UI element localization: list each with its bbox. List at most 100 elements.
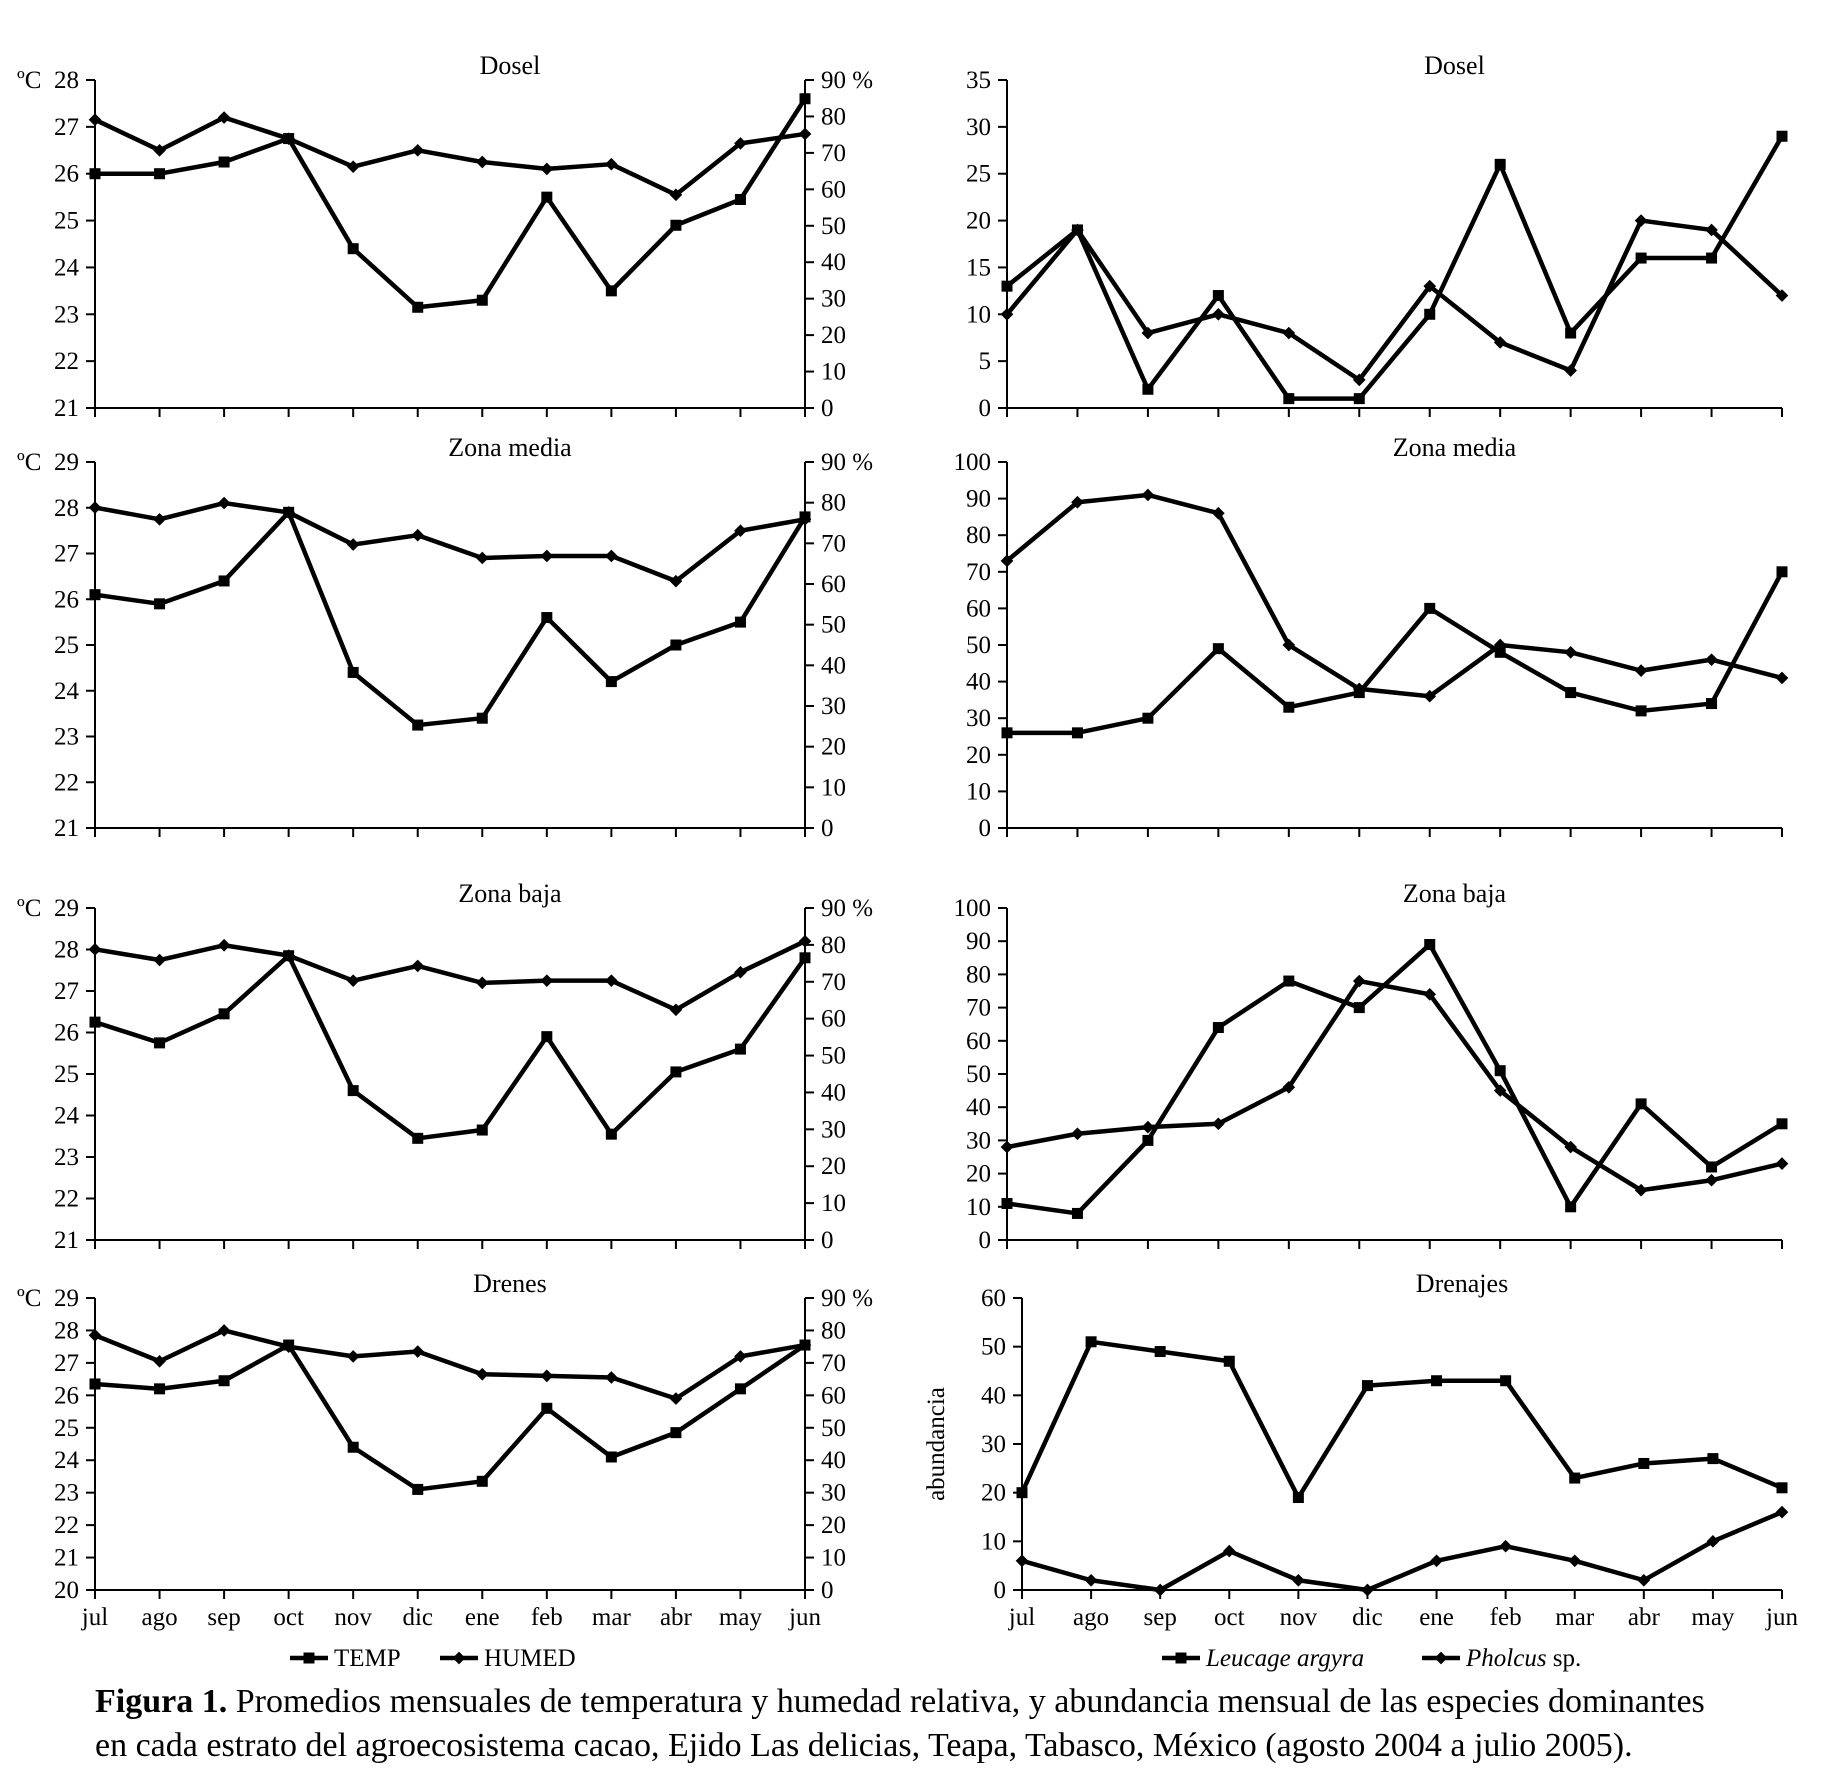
svg-text:Zona baja: Zona baja (458, 879, 562, 908)
svg-text:22: 22 (54, 1186, 79, 1213)
svg-text:0: 0 (994, 1577, 1007, 1604)
svg-text:80: 80 (966, 961, 991, 988)
svg-text:20: 20 (821, 734, 846, 761)
svg-text:10: 10 (981, 1528, 1006, 1555)
svg-text:may: may (1691, 1604, 1735, 1631)
svg-text:feb: feb (1490, 1604, 1522, 1631)
svg-text:80: 80 (821, 1317, 846, 1344)
svg-text:90 %: 90 % (821, 895, 873, 922)
svg-text:30: 30 (966, 114, 991, 141)
svg-text:60: 60 (981, 1285, 1006, 1312)
svg-text:24: 24 (54, 1103, 80, 1130)
svg-text:50: 50 (966, 1061, 991, 1088)
svg-text:dic: dic (402, 1604, 433, 1631)
svg-text:21: 21 (54, 1545, 79, 1572)
svg-text:22: 22 (54, 348, 79, 375)
svg-text:40: 40 (821, 1079, 846, 1106)
svg-text:jun: jun (788, 1604, 821, 1631)
svg-text:70: 70 (821, 530, 846, 557)
svg-text:Pholcus sp.: Pholcus sp. (1465, 1645, 1581, 1672)
svg-text:Drenajes: Drenajes (1416, 1269, 1508, 1298)
svg-text:60: 60 (966, 1028, 991, 1055)
svg-text:jul: jul (81, 1604, 108, 1631)
svg-text:28: 28 (54, 67, 79, 94)
svg-text:90: 90 (966, 486, 991, 513)
svg-text:oct: oct (273, 1604, 304, 1631)
svg-text:10: 10 (966, 778, 991, 805)
svg-text:30: 30 (981, 1431, 1006, 1458)
svg-text:22: 22 (54, 1512, 79, 1539)
svg-text:90: 90 (966, 928, 991, 955)
svg-text:29: 29 (54, 895, 79, 922)
svg-text:70: 70 (966, 995, 991, 1022)
svg-text:oct: oct (1214, 1604, 1245, 1631)
svg-text:50: 50 (966, 632, 991, 659)
svg-text:10: 10 (821, 359, 846, 386)
svg-text:70: 70 (821, 140, 846, 167)
svg-text:0: 0 (979, 1227, 992, 1254)
svg-text:nov: nov (334, 1604, 372, 1631)
svg-text:ene: ene (465, 1604, 500, 1631)
svg-text:22: 22 (54, 769, 79, 796)
svg-text:21: 21 (54, 815, 79, 840)
svg-text:10: 10 (821, 774, 846, 801)
svg-text:50: 50 (821, 1043, 846, 1070)
svg-text:10: 10 (821, 1545, 846, 1572)
svg-text:sep: sep (1144, 1604, 1177, 1631)
svg-text:60: 60 (821, 176, 846, 203)
svg-text:Leucage argyra: Leucage argyra (1205, 1645, 1364, 1672)
svg-text:50: 50 (981, 1334, 1006, 1361)
svg-text:27: 27 (54, 541, 79, 568)
svg-text:may: may (719, 1604, 763, 1631)
svg-text:Dosel: Dosel (1424, 51, 1485, 80)
svg-text:10: 10 (966, 301, 991, 328)
svg-text:30: 30 (821, 693, 846, 720)
svg-text:25: 25 (54, 208, 79, 235)
svg-text:40: 40 (981, 1382, 1006, 1409)
svg-text:23: 23 (54, 724, 79, 751)
svg-text:80: 80 (821, 490, 846, 517)
svg-text:26: 26 (54, 1382, 79, 1409)
svg-text:0: 0 (821, 395, 834, 420)
svg-text:24: 24 (54, 678, 80, 705)
svg-text:Zona baja: Zona baja (1403, 879, 1507, 908)
svg-text:70: 70 (821, 969, 846, 996)
svg-text:mar: mar (592, 1604, 632, 1631)
svg-text:20: 20 (966, 742, 991, 769)
svg-text:21: 21 (54, 395, 79, 420)
svg-text:30: 30 (966, 705, 991, 732)
svg-text:20: 20 (54, 1577, 79, 1604)
svg-text:28: 28 (54, 1317, 79, 1344)
svg-text:20: 20 (981, 1480, 1006, 1507)
svg-text:27: 27 (54, 978, 79, 1005)
svg-text:60: 60 (821, 571, 846, 598)
svg-text:5: 5 (979, 348, 992, 375)
svg-text:35: 35 (966, 67, 991, 94)
svg-text:26: 26 (54, 161, 79, 188)
svg-text:Zona media: Zona media (1393, 433, 1517, 462)
svg-text:60: 60 (821, 1006, 846, 1033)
svg-text:60: 60 (966, 595, 991, 622)
svg-text:90 %: 90 % (821, 1285, 873, 1312)
svg-text:20: 20 (966, 1161, 991, 1188)
svg-text:ago: ago (1073, 1604, 1109, 1631)
svg-text:50: 50 (821, 1415, 846, 1442)
svg-text:20: 20 (821, 1512, 846, 1539)
svg-text:70: 70 (966, 559, 991, 586)
svg-text:29: 29 (54, 449, 79, 476)
svg-text:25: 25 (966, 161, 991, 188)
svg-text:20: 20 (821, 1153, 846, 1180)
svg-text:25: 25 (54, 632, 79, 659)
svg-text:ºC: ºC (17, 1285, 41, 1312)
svg-text:30: 30 (821, 286, 846, 313)
svg-text:60: 60 (821, 1382, 846, 1409)
svg-text:50: 50 (821, 213, 846, 240)
svg-text:100: 100 (954, 449, 992, 476)
svg-text:abr: abr (660, 1604, 693, 1631)
svg-text:25: 25 (54, 1415, 79, 1442)
svg-text:40: 40 (966, 1094, 991, 1121)
svg-text:nov: nov (1280, 1604, 1318, 1631)
svg-text:21: 21 (54, 1227, 79, 1254)
svg-text:10: 10 (966, 1194, 991, 1221)
svg-text:26: 26 (54, 1020, 79, 1047)
